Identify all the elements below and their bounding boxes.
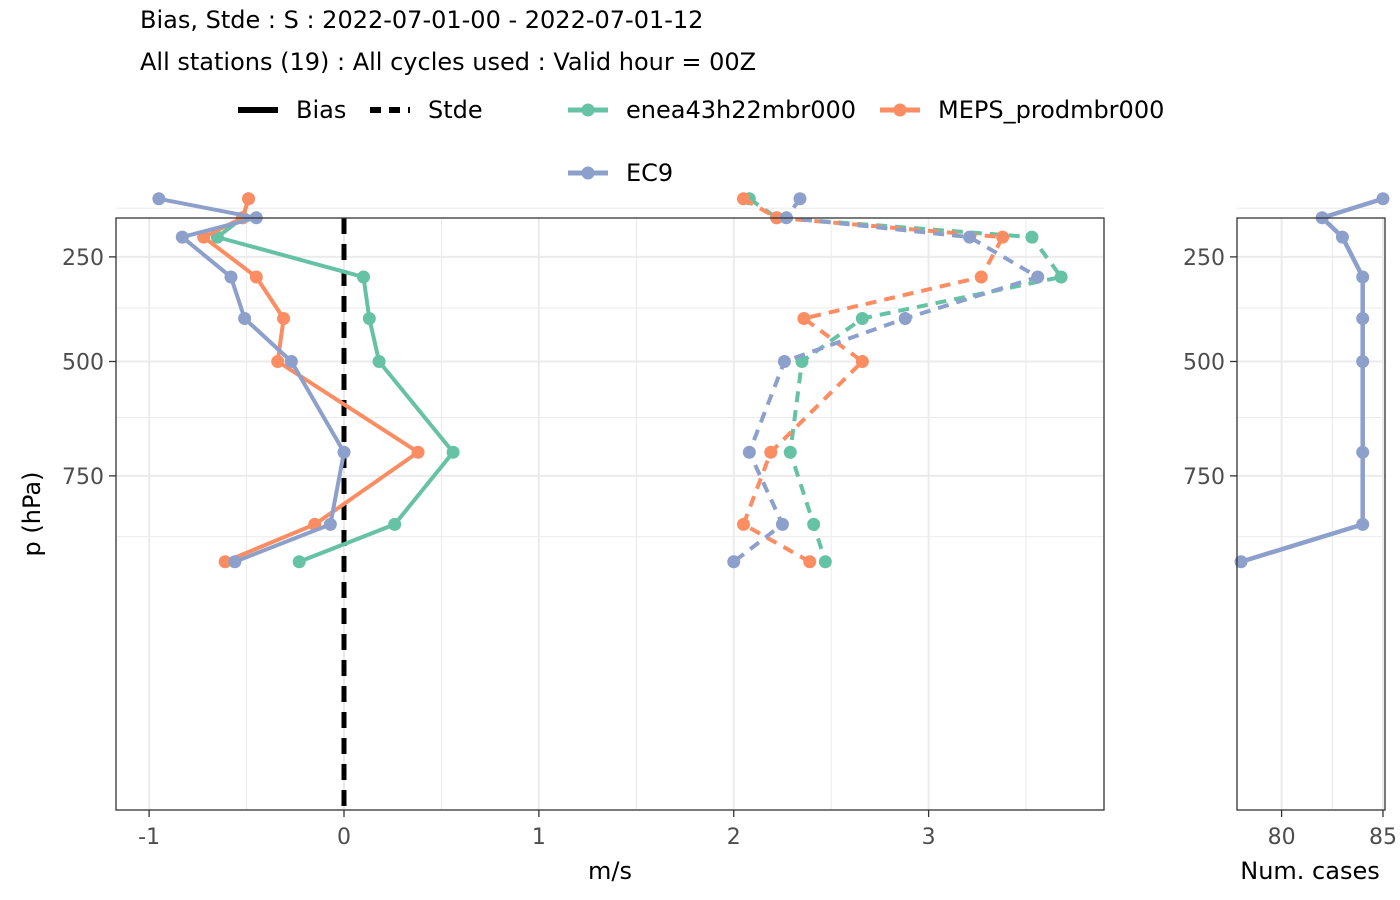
plot-border <box>115 217 1105 811</box>
bias-point <box>323 517 337 531</box>
legend-key-point <box>581 166 595 180</box>
bias-point <box>249 270 263 284</box>
stde-point <box>775 517 789 531</box>
legend-key-point <box>893 103 907 117</box>
cases-point <box>1376 192 1390 206</box>
bias-point <box>218 555 232 569</box>
x-tick-label: 3 <box>922 825 936 850</box>
legend-label: MEPS_prodmbr000 <box>938 96 1164 124</box>
legend-label: Bias <box>296 96 346 124</box>
cases-point <box>1356 311 1370 325</box>
stde-point <box>898 311 912 325</box>
cases-panel: 80 85 250 500 750 <box>1183 192 1397 850</box>
stde-point <box>803 555 817 569</box>
stde-line <box>741 197 1005 564</box>
plot-border <box>1236 217 1386 811</box>
grid <box>1237 207 1385 810</box>
stde-point <box>996 230 1010 244</box>
grid <box>116 207 1104 810</box>
cases-point <box>1356 270 1370 284</box>
stde-point <box>736 192 750 206</box>
bias-point <box>152 192 166 206</box>
stde-point <box>736 517 750 531</box>
cases-point <box>1356 445 1370 459</box>
bias-point <box>228 555 242 569</box>
bias-point <box>284 355 298 368</box>
series-EC9 <box>152 192 1045 569</box>
y-tick-label: 250 <box>62 246 104 271</box>
x-tick-label: 80 <box>1268 825 1296 850</box>
stde-point <box>777 355 791 368</box>
stde-point <box>1031 270 1045 284</box>
x-axis-label: m/s <box>588 857 632 885</box>
stde-point <box>793 192 807 206</box>
x-tick-label: 1 <box>532 825 546 850</box>
y-tick-label: 750 <box>62 465 104 490</box>
bias-point <box>356 270 370 284</box>
stde-point <box>963 230 977 244</box>
x-tick-label: 85 <box>1369 825 1397 850</box>
bias-point <box>337 445 351 459</box>
legend-label: enea43h22mbr000 <box>626 96 856 124</box>
y-tick-label: 500 <box>1183 351 1225 376</box>
bias-point <box>277 311 291 325</box>
bias-point <box>446 445 460 459</box>
stde-point <box>1054 270 1068 284</box>
bias-point <box>411 445 425 459</box>
legend-label: Stde <box>428 96 483 124</box>
stde-point <box>855 311 869 325</box>
chart-title: Bias, Stde : S : 2022-07-01-00 - 2022-07… <box>140 6 703 34</box>
x-tick-label: -1 <box>138 825 160 850</box>
bias-point <box>175 230 189 244</box>
stde-point <box>742 445 756 459</box>
cases-point <box>1356 355 1370 368</box>
bias-point <box>388 517 402 531</box>
stde-point <box>974 270 988 284</box>
bias-point <box>242 192 256 206</box>
main-panel: -1 0 1 2 3 250 500 750 <box>62 192 1105 850</box>
legend-key-point <box>581 103 595 117</box>
y-tick-label: 250 <box>1183 246 1225 271</box>
cases-point <box>1356 517 1370 531</box>
legend: Bias Stde enea43h22mbr000 MEPS_prodmbr000 EC… <box>238 96 1164 187</box>
legend-label: EC9 <box>626 159 673 187</box>
chart-subtitle: All stations (19) : All cycles used : Va… <box>140 48 756 76</box>
stde-point <box>807 517 821 531</box>
bias-point <box>271 355 285 368</box>
stde-point <box>855 355 869 368</box>
cases-point <box>1234 555 1248 569</box>
y-axis-label: p (hPa) <box>18 472 46 557</box>
cases-axis-label: Num. cases <box>1240 857 1379 885</box>
y-tick-label: 750 <box>1183 465 1225 490</box>
y-tick-label: 500 <box>62 351 104 376</box>
stde-point <box>1025 230 1039 244</box>
bias-point <box>238 311 252 325</box>
stde-point <box>783 445 797 459</box>
plot-background <box>116 218 1104 810</box>
x-tick-label: 0 <box>337 825 351 850</box>
cases-point <box>1335 230 1349 244</box>
stde-point <box>727 555 741 569</box>
bias-point <box>292 555 306 569</box>
bias-point <box>224 270 238 284</box>
stde-point <box>818 555 832 569</box>
x-tick-label: 2 <box>727 825 741 850</box>
bias-point <box>362 311 376 325</box>
stde-point <box>764 445 778 459</box>
bias-point <box>372 355 386 368</box>
stde-point <box>797 311 811 325</box>
